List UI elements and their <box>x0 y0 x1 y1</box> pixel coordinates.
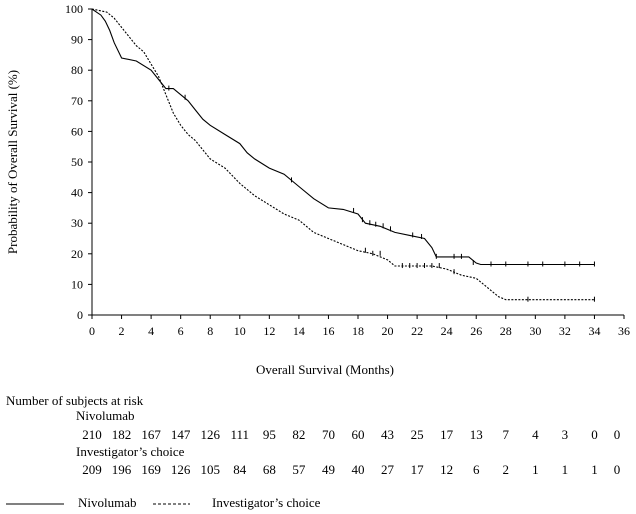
risk-row-nivolumab: 210 182 167 147 126 111 95 82 70 60 43 25 17 13 7 4 3 0 0 <box>0 427 636 443</box>
x-tick-label: 2 <box>119 324 125 338</box>
risk-count: 95 <box>262 427 276 442</box>
y-tick-label: 50 <box>71 155 83 169</box>
risk-count: 43 <box>381 427 395 442</box>
risk-count: 4 <box>532 427 539 442</box>
series-layer <box>91 8 595 302</box>
x-tick-label: 4 <box>148 324 154 338</box>
risk-count: 0 <box>613 427 621 442</box>
y-tick-label: 90 <box>71 33 83 47</box>
legend-lines <box>6 503 190 505</box>
risk-count: 196 <box>111 462 132 477</box>
x-tick-label: 10 <box>234 324 246 338</box>
risk-count: 13 <box>469 427 483 442</box>
risk-count: 17 <box>440 427 454 442</box>
risk-group-label-nivolumab: Nivolumab <box>76 408 135 423</box>
risk-count: 105 <box>200 462 220 477</box>
risk-count: 2 <box>502 462 510 477</box>
risk-row-investigator: 209 196 169 126 105 84 68 57 49 40 27 17 12 6 2 1 1 1 0 <box>0 462 636 478</box>
risk-count: 70 <box>321 427 335 442</box>
x-tick-label: 34 <box>588 324 600 338</box>
risk-count: 40 <box>351 462 365 477</box>
x-tick-label: 24 <box>441 324 453 338</box>
series-nivolumab <box>91 8 595 267</box>
risk-count: 68 <box>262 462 276 477</box>
risk-count: 209 <box>82 462 102 477</box>
risk-count: 7 <box>502 427 510 442</box>
x-tick-label: 18 <box>352 324 364 338</box>
legend-label-nivolumab: Nivolumab <box>78 495 137 510</box>
risk-count: 182 <box>111 427 132 442</box>
y-tick-label: 40 <box>71 186 83 200</box>
y-tick-label: 10 <box>71 277 83 291</box>
risk-count: 49 <box>321 462 335 477</box>
risk-count: 57 <box>292 462 306 477</box>
x-tick-label: 30 <box>529 324 541 338</box>
x-tick-label: 22 <box>411 324 423 338</box>
x-tick-label: 0 <box>89 324 95 338</box>
x-tick-label: 8 <box>207 324 213 338</box>
risk-count: 60 <box>351 427 365 442</box>
risk-count: 82 <box>292 427 306 442</box>
risk-count: 12 <box>440 462 454 477</box>
risk-count: 111 <box>230 427 250 442</box>
risk-count: 25 <box>410 427 424 442</box>
series-investigator <box>91 8 595 302</box>
x-tick-label: 12 <box>263 324 275 338</box>
x-tick-label: 28 <box>500 324 512 338</box>
legend-label-investigator: Investigator’s choice <box>212 495 321 510</box>
y-tick-label: 0 <box>77 308 83 322</box>
risk-count: 1 <box>561 462 569 477</box>
x-axis-title: Overall Survival (Months) <box>256 362 394 377</box>
survival-curve <box>91 8 595 266</box>
x-tick-label: 6 <box>178 324 184 338</box>
x-tick-label: 20 <box>382 324 394 338</box>
risk-count: 169 <box>141 462 161 477</box>
y-tick-label: 30 <box>71 216 83 230</box>
risk-group-label-investigator: Investigator’s choice <box>76 444 185 459</box>
risk-count: 6 <box>472 462 480 477</box>
x-tick-label: 36 <box>618 324 630 338</box>
risk-count: 126 <box>170 462 191 477</box>
y-tick-label: 80 <box>71 63 83 77</box>
risk-count: 84 <box>233 462 247 477</box>
risk-count: 0 <box>613 462 621 477</box>
risk-count: 167 <box>141 427 161 442</box>
x-tick-label: 14 <box>293 324 305 338</box>
y-tick-label: 70 <box>71 94 83 108</box>
x-tick-label: 16 <box>322 324 334 338</box>
y-axis-title: Probability of Overall Survival (%) <box>5 70 20 254</box>
risk-count: 126 <box>200 427 220 442</box>
risk-count: 3 <box>561 427 569 442</box>
y-tick-label: 60 <box>71 124 83 138</box>
risk-count: 147 <box>170 427 191 442</box>
risk-table-title: Number of subjects at risk <box>6 393 144 408</box>
risk-count: 1 <box>532 462 539 477</box>
y-tick-label: 20 <box>71 247 83 261</box>
x-tick-label: 32 <box>559 324 571 338</box>
risk-count: 0 <box>591 427 598 442</box>
risk-count: 1 <box>591 462 598 477</box>
y-tick-label: 100 <box>65 2 83 16</box>
risk-count: 27 <box>381 462 395 477</box>
risk-count: 210 <box>82 427 102 442</box>
risk-count: 17 <box>410 462 424 477</box>
survival-curve <box>91 8 595 301</box>
x-tick-label: 26 <box>470 324 482 338</box>
